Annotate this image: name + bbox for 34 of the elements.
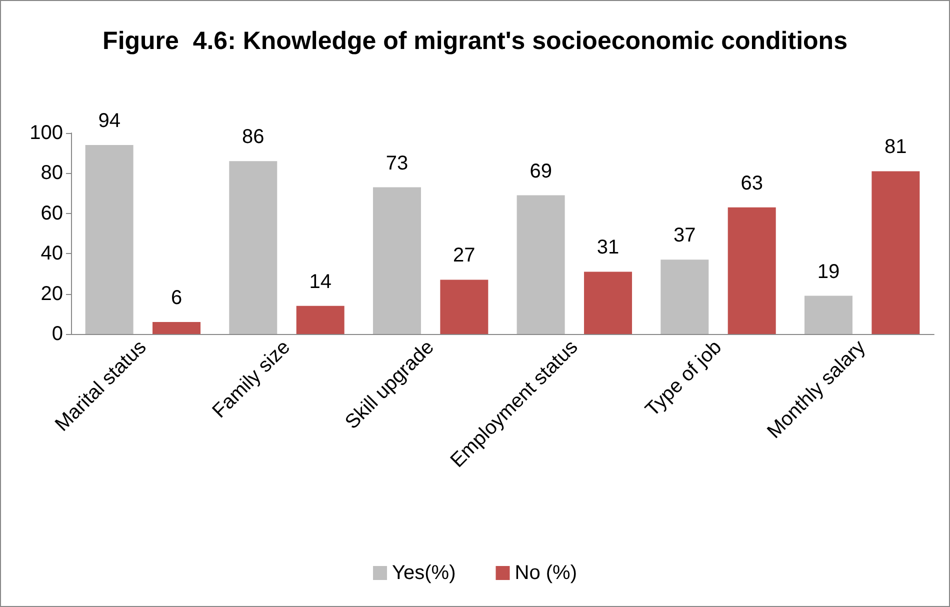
bar — [584, 272, 632, 334]
bar — [152, 322, 201, 334]
bar — [85, 145, 134, 334]
y-tick-label: 60 — [40, 202, 63, 224]
bar — [804, 296, 852, 334]
legend-label: Yes(%) — [392, 562, 456, 584]
bar — [296, 306, 344, 334]
bar — [728, 207, 776, 334]
data-label: 14 — [309, 270, 332, 293]
y-tick-label: 40 — [40, 242, 63, 265]
data-label: 73 — [386, 152, 408, 174]
data-label: 19 — [817, 260, 840, 283]
data-label: 37 — [674, 224, 696, 247]
bar — [516, 195, 565, 334]
y-tick-label: 80 — [40, 162, 63, 184]
y-tick-label: 20 — [40, 282, 63, 305]
bar — [872, 171, 920, 334]
data-label: 94 — [98, 110, 120, 132]
y-tick-label: 100 — [30, 122, 63, 144]
legend-label: No (%) — [514, 562, 577, 584]
data-label: 6 — [170, 286, 182, 309]
data-label: 27 — [453, 244, 476, 267]
bar — [440, 280, 488, 334]
data-label: 69 — [530, 160, 552, 182]
data-label: 63 — [740, 172, 763, 194]
y-tick-label: 0 — [52, 323, 63, 345]
data-label: 81 — [884, 136, 907, 158]
bar — [229, 161, 278, 334]
bar — [660, 260, 709, 334]
data-label: 31 — [596, 236, 620, 259]
data-label: 86 — [242, 126, 264, 148]
x-tick-label: Type of job — [641, 336, 726, 421]
bar — [372, 187, 421, 334]
chart-title: Figure 4.6: Knowledge of migrant's socioeconomic conditions — [102, 27, 848, 55]
